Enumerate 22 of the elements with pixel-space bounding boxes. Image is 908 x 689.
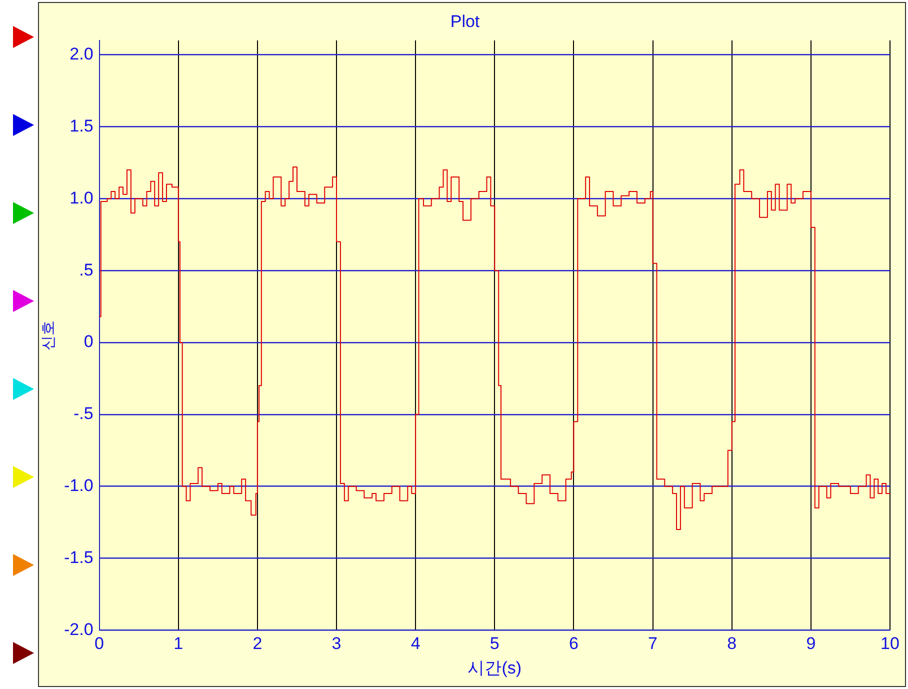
y-tick-label: 1.5 [70,116,94,136]
y-tick-label: 2.0 [70,44,94,64]
y-tick-label: -1.5 [64,548,94,567]
x-tick-label: 1 [174,634,184,654]
y-tick-label: -2.0 [64,620,94,639]
chart-title: Plot [450,12,480,31]
x-tick-label: 9 [806,634,816,654]
y-tick-label: 0 [84,332,94,352]
y-tick-label: .5 [79,260,94,280]
x-tick-label: 3 [332,634,342,654]
x-tick-label: 2 [252,634,262,654]
x-axis-title: 시간(s) [468,658,522,678]
y-tick-label: -.5 [73,404,94,424]
x-tick-label: 4 [410,634,420,654]
y-tick-label: -1.0 [64,476,94,496]
y-axis-title: 신호 [38,320,57,350]
x-tick-label: 10 [880,634,900,654]
x-tick-label: 6 [568,634,578,654]
x-tick-label: 8 [727,634,737,654]
x-tick-label: 7 [648,634,658,654]
y-tick-label: 1.0 [70,188,94,208]
x-tick-label: 5 [490,634,500,654]
